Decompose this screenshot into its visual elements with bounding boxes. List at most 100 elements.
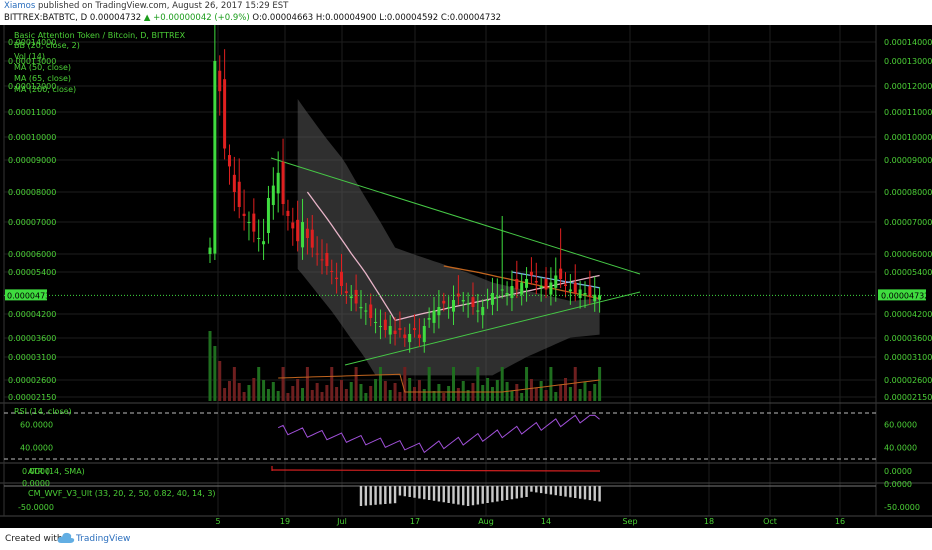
candle-body-39: [398, 328, 402, 330]
candle-body-14: [276, 172, 280, 194]
wvf-bar-56: [481, 486, 484, 504]
wvf-bar-72: [559, 486, 562, 496]
price-tick-right-0: 0.00014000: [884, 38, 932, 47]
candle-body-56: [481, 307, 485, 316]
wvf-bar-43: [418, 486, 421, 499]
rsi-tick-left-1: 40.0000: [20, 444, 53, 453]
wvf-bar-54: [471, 486, 475, 506]
wvf-bar-65: [525, 486, 528, 497]
wvf-bar-61: [505, 486, 509, 500]
volume-bar-35: [378, 367, 382, 401]
legend-item-1: Vol (14): [14, 52, 45, 61]
candle-body-2: [218, 70, 222, 92]
volume-bar-25: [330, 367, 334, 401]
candle-body-67: [534, 281, 538, 283]
candle-body-18: [296, 219, 300, 242]
volume-bar-73: [564, 378, 568, 401]
atr-label: ATR (14, SMA): [28, 467, 85, 476]
volume-bar-22: [315, 383, 319, 401]
wvf-bar-62: [510, 486, 514, 500]
wvf-bar-36: [384, 486, 387, 504]
candle-body-34: [374, 322, 378, 323]
legend-item-3: MA (65, close): [14, 74, 71, 83]
volume-bar-7: [242, 392, 246, 401]
author-link[interactable]: Xiamos: [4, 1, 36, 11]
wvf-bar-40: [403, 486, 406, 497]
wvf-tick-right-1: -50.0000: [884, 503, 920, 512]
volume-bar-21: [310, 390, 314, 401]
wvf-bar-48: [442, 486, 445, 503]
candle-body-45: [427, 318, 431, 320]
wvf-bar-76: [578, 486, 582, 499]
wvf-bar-68: [539, 486, 543, 494]
header-line-1: Xiamos published on TradingView.com, Aug…: [4, 1, 288, 11]
candle-body-52: [461, 300, 465, 302]
volume-bar-34: [374, 379, 378, 401]
price-tick-right-11: 0.00003600: [884, 334, 932, 343]
volume-bar-79: [593, 384, 597, 401]
trendline-upper: [270, 157, 641, 275]
wvf-label: CM_WVF_V3_Ult (33, 20, 2, 50, 0.82, 40, …: [28, 489, 216, 498]
candle-body-19: [301, 222, 305, 248]
volume-bar-56: [481, 385, 485, 401]
wvf-bar-31: [359, 486, 363, 506]
x-tick-5: 14: [541, 517, 551, 526]
price-tick-right-13: 0.00002600: [884, 376, 932, 385]
price-tick-right-14: 0.00002150: [884, 393, 932, 402]
volume-bar-1: [213, 346, 217, 401]
wvf-bar-75: [574, 486, 577, 498]
volume-bar-40: [403, 367, 407, 401]
volume-bar-53: [466, 390, 470, 401]
candle-body-79: [593, 294, 597, 302]
volume-bar-10: [257, 367, 261, 401]
candle-body-22: [315, 253, 319, 255]
candle-body-36: [383, 319, 387, 330]
volume-bar-57: [486, 378, 490, 401]
wvf-bar-32: [364, 486, 368, 506]
price-tick-left-12: 0.00003100: [8, 353, 56, 362]
price-tick-right-6: 0.00008000: [884, 188, 932, 197]
x-tick-4: Aug: [478, 517, 494, 526]
wvf-bar-79: [593, 486, 596, 501]
candle-body-64: [520, 282, 524, 295]
volume-bar-37: [388, 390, 392, 401]
price-tick-left-4: 0.00010000: [8, 133, 56, 142]
candle-body-17: [291, 222, 295, 229]
price-tick-right-3: 0.00011000: [884, 108, 932, 117]
candle-body-58: [490, 293, 494, 305]
candle-body-15: [281, 161, 285, 204]
candle-body-65: [525, 279, 529, 288]
published-text: published on TradingView.com, August 26,…: [35, 1, 289, 11]
candle-body-46: [432, 310, 436, 323]
wvf-bar-37: [388, 486, 392, 504]
candle-body-71: [554, 275, 558, 288]
volume-bar-12: [266, 389, 270, 401]
volume-bar-15: [281, 367, 285, 401]
rsi-line: [277, 414, 600, 454]
candle-body-5: [232, 174, 236, 192]
volume-bar-30: [354, 367, 358, 401]
chart[interactable]: Basic Attention Token / Bitcoin, D, BITT…: [0, 25, 932, 528]
candle-body-6: [237, 181, 241, 207]
candle-body-4: [227, 155, 231, 167]
volume-bar-78: [588, 391, 592, 401]
atr-tick-left-0: 0.0000: [22, 467, 50, 476]
volume-bar-43: [417, 380, 421, 401]
candle-body-70: [549, 282, 553, 295]
wvf-bar-34: [374, 486, 377, 505]
x-tick-7: 18: [704, 517, 714, 526]
wvf-tick-left-1: -50.0000: [18, 503, 54, 512]
volume-bar-41: [408, 378, 412, 401]
legend-item-4: MA (200, close): [14, 85, 76, 94]
candle-body-41: [408, 334, 412, 343]
candle-body-29: [349, 296, 353, 299]
tradingview-brand[interactable]: TradingView: [76, 534, 131, 544]
price-tick-right-10: 0.00004200: [884, 310, 932, 319]
price-tick-left-6: 0.00008000: [8, 188, 56, 197]
candle-body-1: [213, 61, 217, 254]
volume-bar-11: [262, 380, 266, 401]
last-price-tag-left: [5, 289, 47, 301]
candle-body-47: [437, 307, 441, 316]
volume-bar-4: [227, 381, 231, 401]
candle-body-42: [413, 328, 417, 330]
